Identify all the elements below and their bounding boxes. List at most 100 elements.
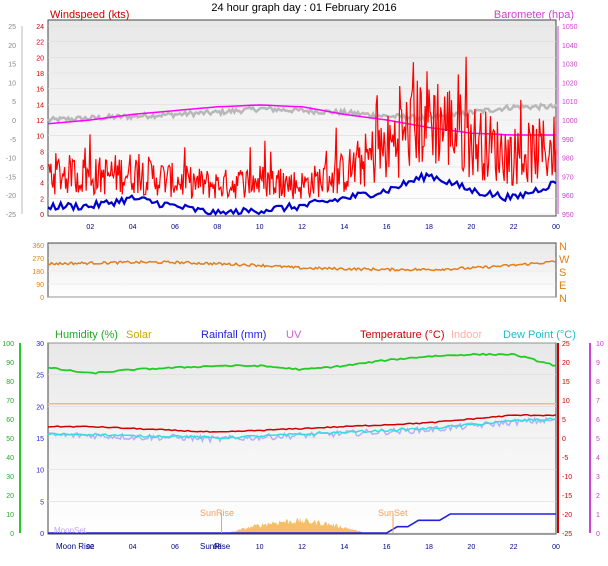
- x-tick-label-top: 06: [171, 224, 179, 231]
- direction-series: [47, 260, 557, 272]
- uv-tick-label: 2: [596, 493, 600, 500]
- wind-axis-label: Windspeed (kts): [50, 9, 129, 21]
- direction-panel: [47, 242, 557, 298]
- moonrise-label: Moon Rise: [56, 542, 95, 551]
- x-tick-label-bottom: 20: [467, 544, 475, 551]
- baro-tick-label: 1000: [562, 118, 578, 125]
- baro-tick-label: 1020: [562, 80, 578, 87]
- x-tick-label-bottom: 14: [340, 544, 348, 551]
- x-tick-label-bottom: 00: [552, 544, 560, 551]
- direction-letter: N: [559, 241, 567, 253]
- direction-letter: N: [559, 293, 567, 305]
- rainfall-series: [48, 513, 556, 534]
- x-tick-label-bottom: 12: [298, 544, 306, 551]
- temperature-tick-label: -5: [562, 455, 568, 462]
- temperature-tick-label: -25: [562, 531, 572, 538]
- uv-tick-label: 1: [596, 512, 600, 519]
- legend-indoor: Indoor: [451, 329, 483, 341]
- humidity-tick-label: 70: [6, 398, 14, 405]
- uv-tick-label: 9: [596, 360, 600, 367]
- humidity-tick-label: 90: [6, 360, 14, 367]
- uv-tick-label: 4: [596, 455, 600, 462]
- x-tick-label-top: 12: [298, 224, 306, 231]
- windspeed-series: [47, 56, 557, 200]
- baro-tick-label: 1030: [562, 62, 578, 69]
- uv-tick-label: 5: [596, 436, 600, 443]
- direction-tick-label: 270: [32, 256, 44, 263]
- temperature-tick-label: 15: [562, 379, 570, 386]
- wind-tick-label: 20: [36, 55, 44, 62]
- direction-letter: W: [559, 254, 570, 266]
- legend-uv: UV: [286, 329, 302, 341]
- temperature-tick-label: -10: [562, 474, 572, 481]
- direction-tick-label: 90: [36, 282, 44, 289]
- x-tick-label-top: 10: [256, 224, 264, 231]
- climate-series: [47, 352, 557, 534]
- x-tick-label-top: 08: [213, 224, 221, 231]
- humidity-tick-label: 30: [6, 474, 14, 481]
- direction-letter: S: [559, 267, 566, 279]
- outer-tick-label: 10: [8, 80, 16, 87]
- uv-tick-label: 6: [596, 417, 600, 424]
- direction-series: [47, 260, 557, 272]
- temperature-tick-label: 5: [562, 417, 566, 424]
- baro-tick-label: 1040: [562, 43, 578, 50]
- uv-tick-label: 8: [596, 379, 600, 386]
- rain-tick-label: 10: [36, 468, 44, 475]
- outer-tick-label: -15: [6, 174, 16, 181]
- rain-tick-label: 25: [36, 373, 44, 380]
- barometer-axis-label: Barometer (hpa): [494, 9, 574, 21]
- x-tick-label-top: 00: [552, 224, 560, 231]
- baro-tick-label: 980: [562, 156, 574, 163]
- wind-tick-label: 2: [40, 196, 44, 203]
- dewpoint-series: [47, 417, 556, 440]
- x-tick-label-bottom: 04: [129, 544, 137, 551]
- outer-tick-label: 5: [12, 99, 16, 106]
- temperature-tick-label: 10: [562, 398, 570, 405]
- solar-series: [227, 517, 366, 533]
- rain-tick-label: 15: [36, 436, 44, 443]
- humidity-tick-label: 40: [6, 455, 14, 462]
- x-tick-label-bottom: 18: [425, 544, 433, 551]
- humidity-tick-label: 80: [6, 379, 14, 386]
- humidity-tick-label: 10: [6, 512, 14, 519]
- sunrise-marker-label: SunRise: [200, 508, 234, 518]
- baro-tick-label: 990: [562, 137, 574, 144]
- legend-dewpoint: Dew Point (°C): [503, 329, 576, 341]
- wind-tick-label: 16: [36, 87, 44, 94]
- x-tick-label-bottom: 22: [510, 544, 518, 551]
- page-title: 24 hour graph day : 01 February 2016: [211, 2, 396, 14]
- sunset-marker-label: SunSet: [378, 508, 408, 518]
- baro-tick-label: 950: [562, 212, 574, 219]
- uv-tick-label: 10: [596, 341, 604, 348]
- baro-tick-label: 960: [562, 193, 574, 200]
- temperature-tick-label: -20: [562, 512, 572, 519]
- humidity-series: [47, 352, 557, 375]
- x-tick-label-bottom: 08: [213, 544, 221, 551]
- outer-tick-label: -10: [6, 156, 16, 163]
- legend-rainfall: Rainfall (mm): [201, 329, 266, 341]
- outer-tick-label: 15: [8, 62, 16, 69]
- uv-tick-label: 0: [596, 531, 600, 538]
- outer-tick-label: 25: [8, 24, 16, 31]
- x-tick-label-bottom: 10: [256, 544, 264, 551]
- wind-series: [47, 56, 558, 217]
- x-axis-ticks: 02 02 04 04 06 06 08 08 10 10 12 12 14 14 16 16 18 18 20 20…: [86, 224, 560, 551]
- humidity-tick-label: 0: [10, 531, 14, 538]
- x-tick-label-bottom: 06: [171, 544, 179, 551]
- temperature-tick-label: -15: [562, 493, 572, 500]
- wind-tick-label: 0: [40, 212, 44, 219]
- wind-gridlines: [48, 25, 556, 215]
- wind-tick-label: 6: [40, 165, 44, 172]
- x-tick-label-top: 04: [129, 224, 137, 231]
- baro-tick-label: 1010: [562, 99, 578, 106]
- outer-tick-label: 0: [12, 118, 16, 125]
- humidity-tick-label: 60: [6, 417, 14, 424]
- wind-tick-label: 24: [36, 24, 44, 31]
- temperature-series: [47, 413, 557, 433]
- outer-tick-label: -5: [10, 137, 16, 144]
- rain-tick-label: 5: [40, 499, 44, 506]
